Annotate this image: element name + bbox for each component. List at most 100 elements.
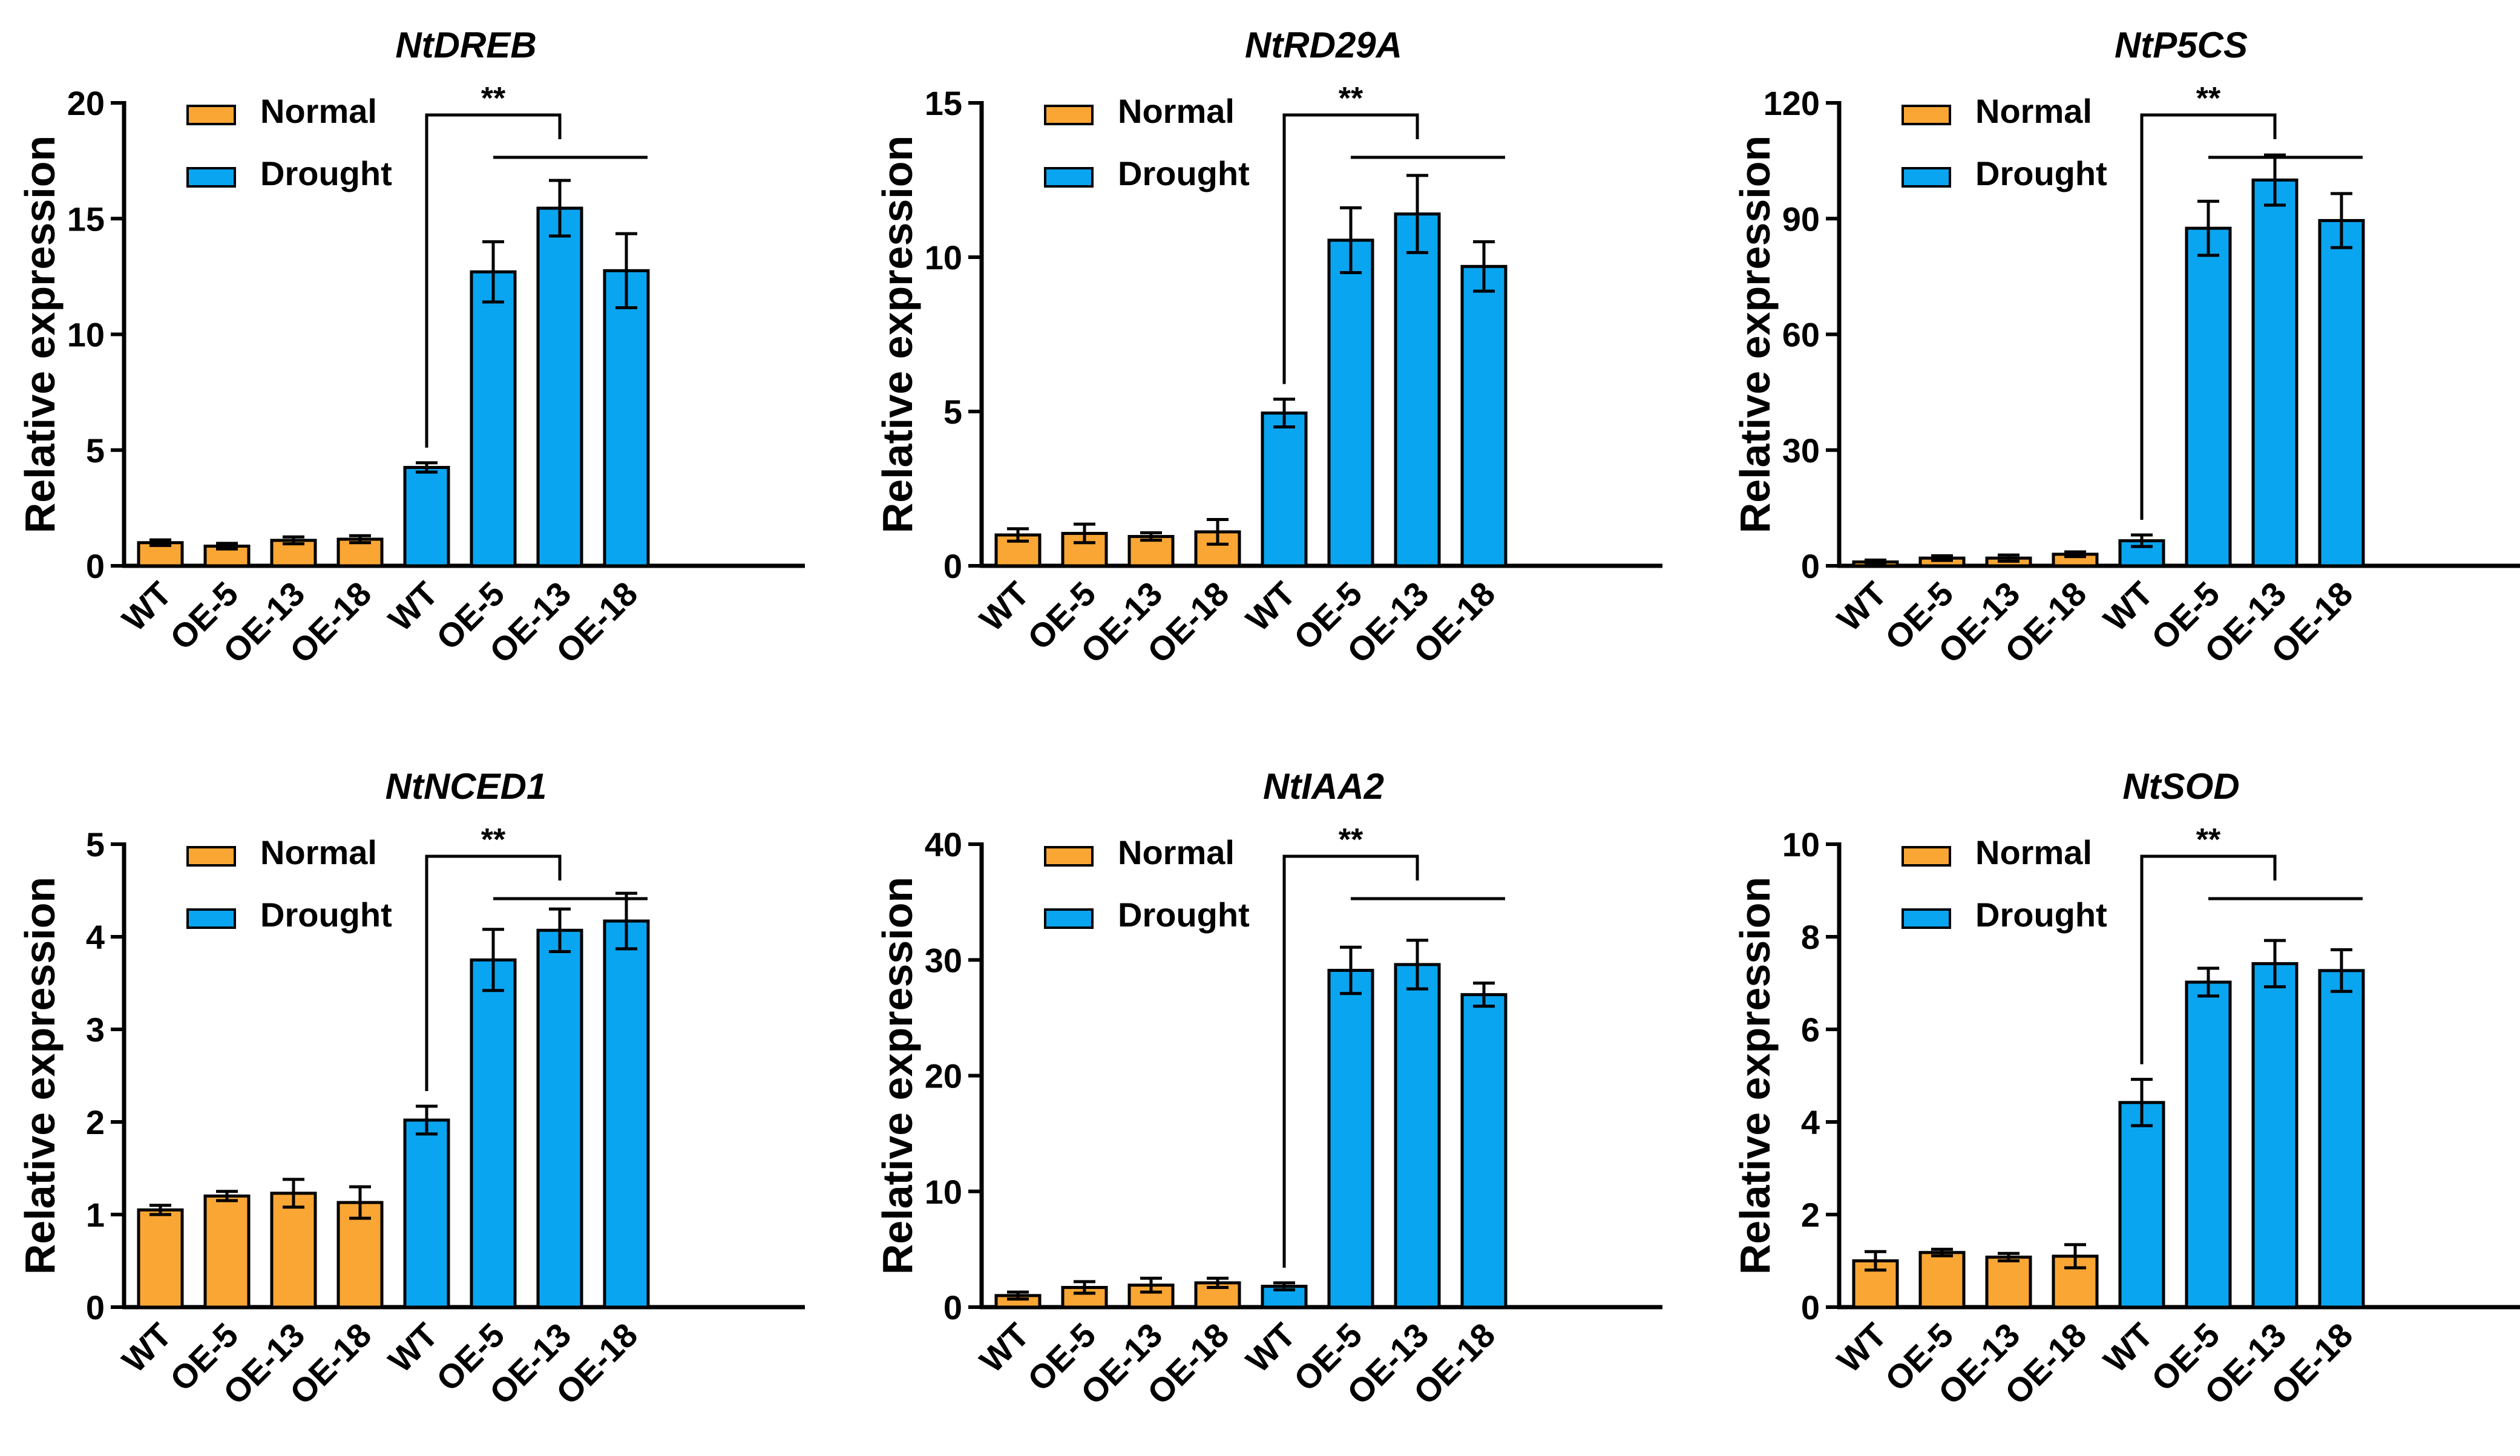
legend-swatch-normal	[1901, 105, 1951, 125]
bar-drought-oe-13	[1394, 963, 1441, 1309]
y-tick-label: 4	[1801, 1103, 1820, 1141]
y-tick-label: 5	[943, 393, 962, 431]
y-tick-label: 2	[1801, 1196, 1820, 1234]
legend-label-drought: Drought	[260, 154, 392, 192]
bar-drought-oe-5	[1327, 238, 1374, 568]
y-tick-label: 4	[86, 918, 105, 956]
y-tick-label: 120	[1764, 84, 1820, 122]
bar-drought-wt	[2118, 1101, 2165, 1309]
significance-bracket	[425, 113, 562, 448]
y-tick-label: 0	[86, 1288, 105, 1326]
y-tick-label: 60	[1782, 316, 1820, 354]
bar-drought-oe-13	[2251, 962, 2299, 1309]
bar-drought-oe-5	[470, 958, 517, 1309]
y-axis-label: Relative expression	[16, 136, 64, 534]
legend-swatch-normal	[1901, 846, 1951, 867]
bar-drought-oe-5	[1327, 968, 1374, 1309]
legend-swatch-normal	[1044, 105, 1094, 125]
significance-bracket	[2140, 113, 2277, 520]
y-tick-label: 5	[86, 825, 105, 864]
legend-label-normal: Normal	[1118, 833, 1235, 871]
y-tick-label: 5	[86, 431, 105, 470]
y-tick-label: 30	[1782, 431, 1820, 470]
bar-drought-oe-13	[536, 928, 583, 1309]
bar-normal-oe-13	[270, 1192, 317, 1309]
bar-normal-oe-5	[1918, 1251, 1966, 1309]
y-axis-label: Relative expression	[16, 877, 64, 1275]
bar-normal-oe-13	[1985, 1255, 2032, 1309]
y-tick-label: 20	[925, 1057, 962, 1095]
chart-title: NtP5CS	[2115, 25, 2248, 65]
significance-label: **	[481, 822, 506, 858]
legend-label-normal: Normal	[1975, 833, 2092, 871]
bar-drought-oe-18	[603, 919, 650, 1309]
legend-label-drought: Drought	[1118, 154, 1250, 192]
legend-label-drought: Drought	[1975, 896, 2107, 934]
y-tick-label: 0	[943, 547, 962, 585]
chart-title: NtDREB	[395, 25, 536, 65]
chart-title: NtIAA2	[1263, 766, 1384, 807]
y-tick-label: 6	[1801, 1011, 1820, 1049]
bar-normal-wt	[137, 1208, 184, 1309]
significance-bracket	[1282, 854, 1419, 1268]
bar-drought-oe-13	[536, 206, 583, 568]
bar-drought-wt	[403, 1118, 450, 1309]
legend-swatch-drought	[1044, 908, 1094, 929]
significance-bracket	[1282, 113, 1419, 384]
significance-label: **	[1339, 81, 1363, 116]
y-tick-label: 10	[925, 238, 962, 277]
y-tick-label: 10	[67, 316, 105, 354]
legend-label-drought: Drought	[1975, 154, 2107, 192]
y-tick-label: 40	[925, 825, 962, 864]
significance-label: **	[481, 81, 506, 116]
bar-drought-oe-5	[2185, 226, 2232, 568]
y-tick-label: 15	[67, 200, 105, 238]
legend-swatch-drought	[1044, 167, 1094, 188]
chart-title: NtSOD	[2122, 766, 2239, 807]
chart-title: NtRD29A	[1245, 25, 1402, 65]
bar-drought-oe-5	[2185, 980, 2232, 1309]
legend-swatch-normal	[186, 846, 236, 867]
y-tick-label: 2	[86, 1103, 105, 1141]
bar-drought-oe-18	[2318, 218, 2365, 568]
y-tick-label: 10	[925, 1173, 962, 1211]
bar-normal-oe-5	[203, 1194, 251, 1309]
legend-label-drought: Drought	[1118, 896, 1250, 934]
bar-drought-oe-18	[1460, 264, 1508, 568]
y-tick-label: 15	[925, 84, 962, 122]
y-tick-label: 0	[1801, 1288, 1820, 1326]
y-tick-label: 1	[86, 1196, 105, 1234]
y-axis-label: Relative expression	[874, 877, 921, 1275]
bar-drought-oe-18	[2318, 969, 2365, 1309]
legend-swatch-normal	[186, 105, 236, 125]
y-tick-label: 90	[1782, 200, 1820, 238]
legend-label-normal: Normal	[260, 92, 377, 130]
legend-swatch-drought	[1901, 908, 1951, 929]
bar-drought-wt	[1261, 412, 1308, 568]
legend-label-normal: Normal	[1975, 92, 2092, 130]
legend-swatch-drought	[186, 908, 236, 929]
bar-drought-oe-18	[603, 269, 650, 568]
y-tick-label: 0	[86, 547, 105, 585]
significance-bracket	[2140, 854, 2277, 1064]
significance-label: **	[1339, 822, 1363, 858]
bar-drought-oe-13	[2251, 179, 2299, 568]
bar-drought-oe-18	[1460, 993, 1508, 1309]
y-axis-label: Relative expression	[874, 136, 921, 534]
bar-drought-wt	[403, 465, 450, 568]
legend-label-normal: Normal	[1118, 92, 1235, 130]
legend-swatch-drought	[186, 167, 236, 188]
legend-label-drought: Drought	[260, 896, 392, 934]
bar-normal-oe-18	[336, 1201, 384, 1309]
y-axis-label: Relative expression	[1731, 136, 1779, 534]
y-tick-label: 20	[67, 84, 105, 122]
y-tick-label: 30	[925, 941, 962, 979]
y-axis-label: Relative expression	[1731, 877, 1779, 1275]
